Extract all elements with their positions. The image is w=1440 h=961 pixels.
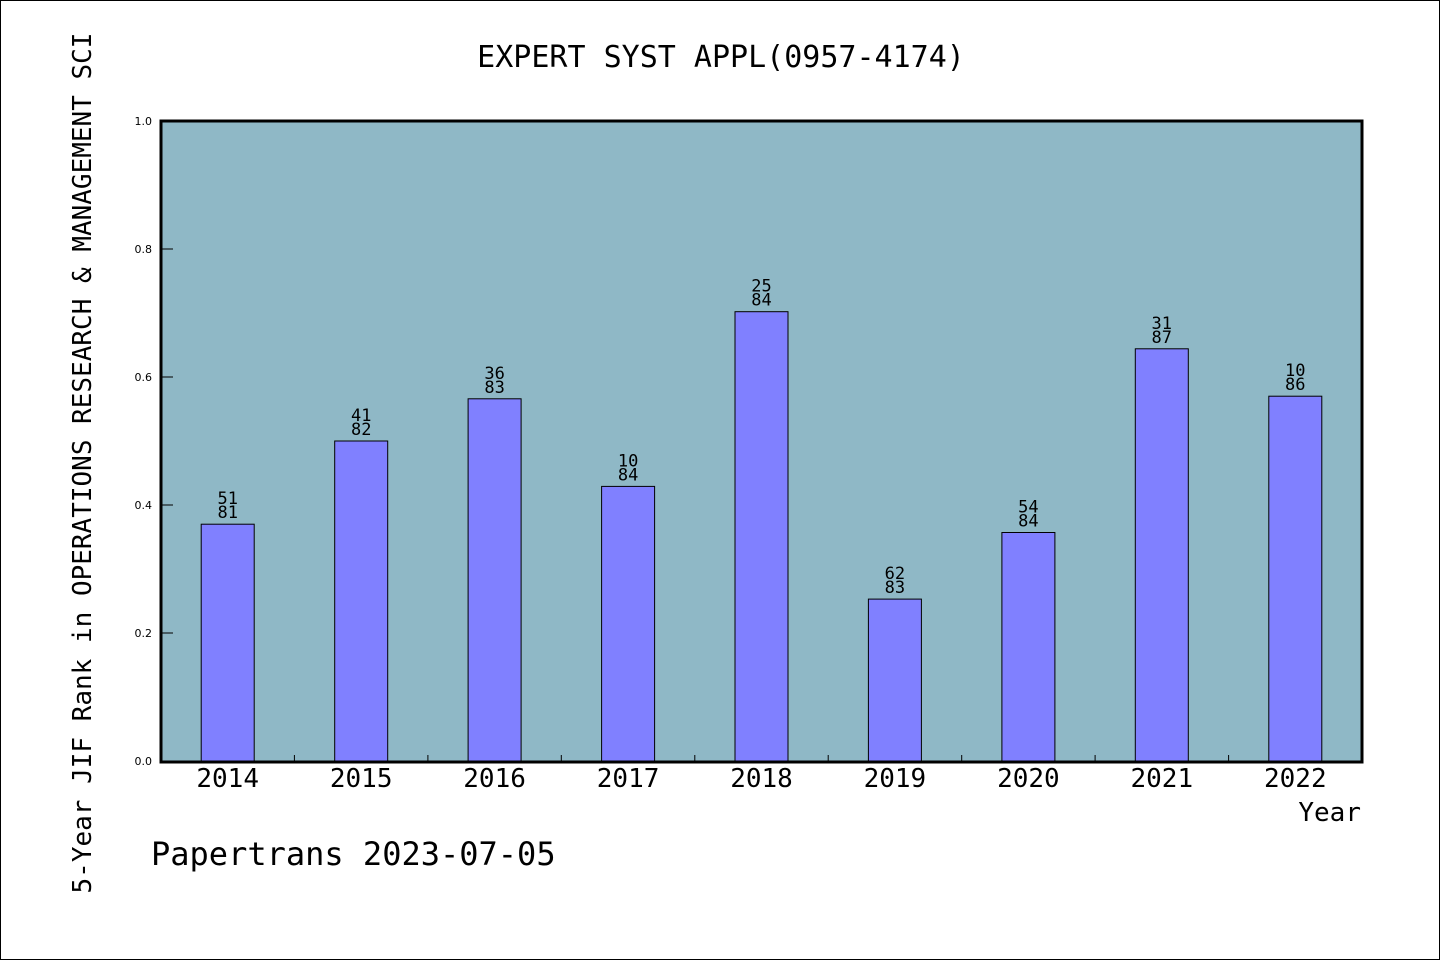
bars-group <box>200 311 1323 762</box>
bar-2022 <box>1268 395 1323 762</box>
bar-label-top-2014: 51 <box>217 489 237 509</box>
x-tick-label-2015: 2015 <box>330 764 393 794</box>
bar-label-bottom-2017: 84 <box>618 465 638 485</box>
y-axis: 0.0 0.2 0.4 0.6 0.8 1.0 <box>135 115 173 768</box>
bar-2014 <box>200 523 255 762</box>
bar-label-top-2018: 25 <box>751 277 771 297</box>
bar-label-top-2019: 62 <box>885 564 905 584</box>
plot-border <box>159 119 1364 764</box>
x-tick-label-2021: 2021 <box>1130 764 1193 794</box>
footer-credit: Papertrans 2023-07-05 <box>151 835 556 873</box>
bar-label-bottom-2020: 84 <box>1018 512 1038 532</box>
y-tick-label-0.0: 0.0 <box>135 755 153 768</box>
bar-label-bottom-2016: 83 <box>484 378 504 398</box>
bar-label-top-2021: 31 <box>1152 314 1172 334</box>
bar-label-top-2015: 41 <box>351 406 371 426</box>
bar-label-bottom-2018: 84 <box>751 291 771 311</box>
bar-2020 <box>1001 532 1056 762</box>
bar-label-bottom-2021: 87 <box>1152 328 1172 348</box>
x-axis-label: Year <box>1298 798 1361 828</box>
bar-2017 <box>601 485 656 762</box>
x-axis: 2014 2015 2016 2017 2018 2019 2020 2021 2022 <box>196 755 1327 794</box>
bar-label-bottom-2022: 86 <box>1285 375 1305 395</box>
bar-2019 <box>867 598 922 762</box>
x-tick-label-2022: 2022 <box>1264 764 1327 794</box>
y-tick-label-0.2: 0.2 <box>135 627 153 640</box>
y-tick-label-0.8: 0.8 <box>135 243 153 256</box>
bar-2021 <box>1134 348 1189 762</box>
y-axis-label: 5-Year JIF Rank in OPERATIONS RESEARCH &… <box>68 33 98 894</box>
y-tick-label-1.0: 1.0 <box>135 115 153 128</box>
bar-label-top-2022: 10 <box>1285 361 1305 381</box>
chart-title: EXPERT SYST APPL(0957-4174) <box>477 40 965 75</box>
x-tick-label-2019: 2019 <box>864 764 927 794</box>
y-tick-label-0.6: 0.6 <box>135 371 153 384</box>
bar-label-bottom-2015: 82 <box>351 420 371 440</box>
bar-label-top-2016: 36 <box>484 364 504 384</box>
bar-2018 <box>734 311 789 762</box>
x-tick-label-2016: 2016 <box>463 764 526 794</box>
bar-2015 <box>334 440 389 762</box>
bar-label-top-2020: 54 <box>1018 498 1038 518</box>
bar-label-bottom-2019: 83 <box>885 578 905 598</box>
bar-label-bottom-2014: 81 <box>217 503 237 523</box>
y-tick-label-0.4: 0.4 <box>135 499 153 512</box>
x-tick-label-2020: 2020 <box>997 764 1060 794</box>
bar-label-top-2017: 10 <box>618 451 638 471</box>
bar-2016 <box>467 398 522 762</box>
x-tick-label-2014: 2014 <box>196 764 259 794</box>
x-tick-label-2018: 2018 <box>730 764 793 794</box>
x-tick-label-2017: 2017 <box>597 764 660 794</box>
